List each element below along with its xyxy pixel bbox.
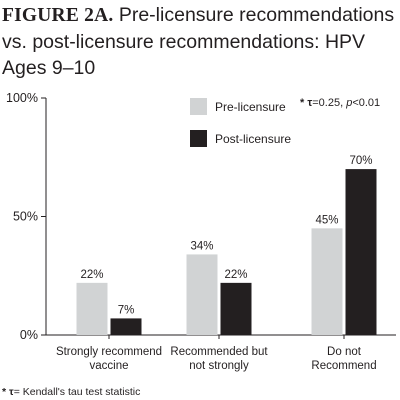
bar (345, 169, 377, 335)
bar (186, 254, 218, 335)
x-tick-label: Recommended but (170, 346, 268, 358)
footnote: * τ= Kendall's tau test statistic (2, 386, 140, 398)
y-tick-label: 0% (20, 328, 38, 342)
data-label: 34% (190, 240, 213, 252)
data-label: 22% (80, 269, 103, 281)
legend-label: Post-licensure (215, 132, 291, 146)
x-tick-label: Recommend (311, 360, 376, 372)
data-label: 7% (118, 304, 135, 316)
x-tick-label: Do not (327, 346, 362, 358)
chart-labels: 22% 7% Strongly recommend vaccine 34% 22% Reco… (56, 155, 377, 372)
data-label: 22% (224, 269, 247, 281)
legend-swatch (190, 130, 207, 147)
legend-swatch (190, 98, 207, 115)
chart-title-lead: FIGURE 2A. (2, 5, 114, 26)
bar (220, 282, 252, 335)
x-tick-label: vaccine (90, 360, 129, 372)
x-tick-label: Strongly recommend (56, 346, 162, 358)
x-tick-label: not strongly (189, 360, 249, 372)
y-tick-label: 100% (6, 91, 38, 105)
legend-label: Pre-licensure (215, 100, 286, 114)
chart-title-text: Pre-licensure recommendations vs. post-l… (2, 4, 395, 79)
bar (110, 318, 142, 335)
bar (311, 228, 343, 335)
data-label: 45% (315, 214, 338, 226)
chart-title: FIGURE 2A. Pre-licensure recommendations… (2, 2, 398, 81)
tau-annotation: * τ=0.25, p<0.01 (300, 97, 380, 109)
chart-legend: Pre-licensure Post-licensure (190, 98, 291, 147)
bar (76, 282, 108, 335)
data-label: 70% (349, 155, 372, 167)
y-tick-label: 50% (13, 210, 38, 224)
chart-bars (76, 169, 377, 335)
